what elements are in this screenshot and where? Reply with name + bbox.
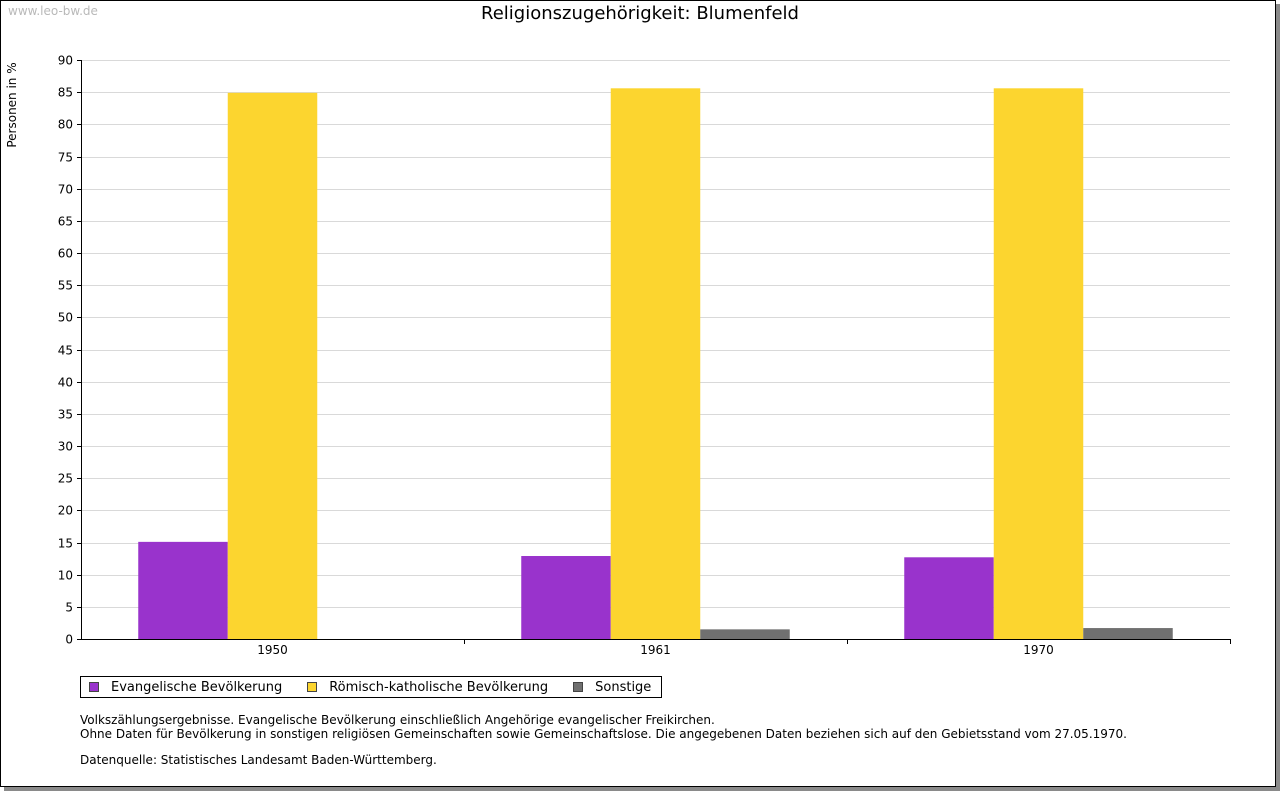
bar-evangelische-bev-lkerung-1950 (138, 541, 228, 639)
legend-label-katholisch: Römisch-katholische Bevölkerung (329, 679, 549, 695)
y-tick-label: 45 (58, 344, 73, 358)
y-tick-label: 10 (58, 569, 73, 583)
bar-chart: 0 5 10 15 20 25 30 35 40 45 50 55 60 65 70 75 80 85 90 1950… (58, 54, 1231, 657)
bar-r-misch-katholische-bev-lkerung-1970 (993, 88, 1084, 640)
bar-evangelische-bev-lkerung-1970 (904, 557, 994, 639)
y-tick-label: 35 (58, 408, 73, 422)
bar-evangelische-bev-lkerung-1961 (521, 556, 611, 639)
y-tick-label: 25 (58, 472, 73, 486)
legend-item-sonstige: Sonstige (573, 680, 651, 695)
footnote-line-1: Volkszählungsergebnisse. Evangelische Be… (80, 713, 715, 727)
chart-title: Religionszugehörigkeit: Blumenfeld (481, 3, 799, 24)
y-tick-label: 90 (58, 54, 73, 68)
bars (138, 88, 1173, 640)
legend-item-katholisch: Römisch-katholische Bevölkerung (307, 680, 548, 695)
y-tick-label: 80 (58, 118, 73, 132)
y-tick-label: 15 (58, 537, 73, 551)
legend-swatch-evangelisch (89, 682, 99, 692)
bar-r-misch-katholische-bev-lkerung-1950 (227, 92, 318, 639)
legend-label-sonstige: Sonstige (595, 679, 652, 695)
x-tick-label: 1970 (1023, 643, 1054, 657)
legend-label-evangelisch: Evangelische Bevölkerung (111, 679, 283, 695)
y-tick-label: 40 (58, 376, 73, 390)
legend-swatch-katholisch (307, 682, 318, 692)
y-tick-label: 85 (58, 86, 73, 100)
y-tick-label: 5 (65, 601, 73, 615)
bar-sonstige-1961 (700, 629, 790, 639)
x-tick-label: 1961 (640, 643, 671, 657)
legend-item-evangelisch: Evangelische Bevölkerung (89, 680, 282, 695)
bar-sonstige-1970 (1083, 628, 1173, 639)
watermark: www.leo-bw.de (8, 4, 98, 18)
y-tick-label: 65 (58, 215, 73, 229)
y-tick-label: 20 (58, 504, 73, 518)
footnote-line-2: Ohne Daten für Bevölkerung in sonstigen … (80, 727, 1127, 741)
y-tick-label: 55 (58, 279, 73, 293)
bar-r-misch-katholische-bev-lkerung-1961 (610, 88, 701, 640)
x-tick-label: 1950 (257, 643, 288, 657)
legend: Evangelische Bevölkerung Römisch-katholi… (80, 676, 663, 698)
data-source: Datenquelle: Statistisches Landesamt Bad… (80, 753, 437, 767)
legend-swatch-sonstige (573, 682, 584, 692)
y-tick-label: 60 (58, 247, 73, 261)
y-tick-label: 30 (58, 440, 73, 454)
y-tick-label: 70 (58, 183, 73, 197)
y-tick-label: 50 (58, 311, 73, 325)
y-tick-label: 0 (65, 633, 73, 647)
footnotes: Volkszählungsergebnisse. Evangelische Be… (80, 713, 1127, 767)
axes: 0 5 10 15 20 25 30 35 40 45 50 55 60 65 70 75 80 85 90 1950… (58, 54, 1231, 657)
y-tick-label: 75 (58, 151, 73, 165)
